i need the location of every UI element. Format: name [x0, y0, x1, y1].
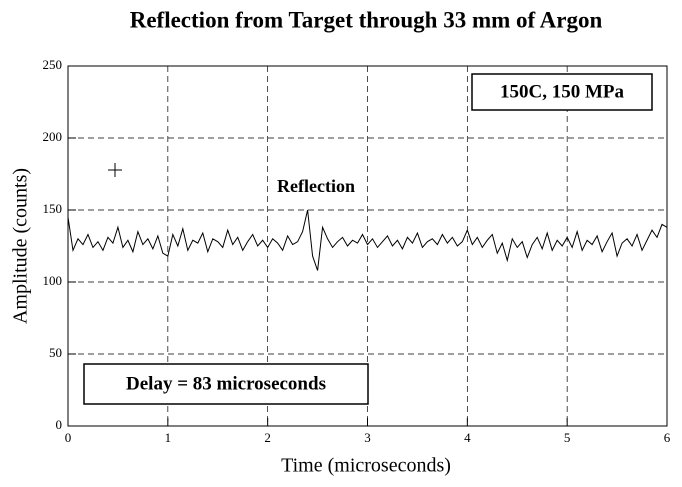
x-tick-label: 4 [464, 430, 471, 445]
x-tick-label: 0 [65, 430, 72, 445]
marks [67, 209, 668, 271]
x-tick-label: 1 [165, 430, 172, 445]
y-tick-label: 100 [43, 273, 63, 288]
y-tick-label: 150 [43, 201, 63, 216]
annotation-box [83, 363, 369, 405]
x-tick-label: 5 [564, 430, 571, 445]
y-tick-label: 50 [49, 345, 62, 360]
x-tick-label: 6 [664, 430, 671, 445]
chart-title: Reflection from Target through 33 mm of … [130, 7, 603, 32]
x-tick-label: 3 [364, 430, 371, 445]
y-tick-label: 0 [56, 417, 63, 432]
y-axis-label: Amplitude (counts) [10, 168, 32, 324]
data-line [67, 209, 668, 271]
crosshair [108, 163, 122, 177]
x-axis-label: Time (microseconds) [281, 455, 451, 477]
annotation: 150C, 150 MPa [500, 81, 625, 102]
annotation-box [471, 73, 653, 111]
annotation: Reflection [277, 176, 355, 196]
annotation: Delay = 83 microseconds [126, 373, 326, 394]
x-tick-label: 2 [264, 430, 271, 445]
y-tick-label: 250 [43, 57, 63, 72]
y-tick-label: 200 [43, 129, 63, 144]
